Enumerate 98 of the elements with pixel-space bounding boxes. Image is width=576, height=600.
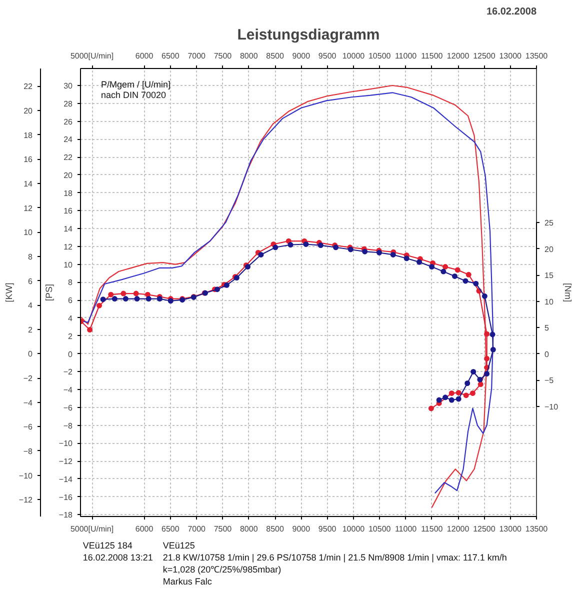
y-tick-label: 16 xyxy=(64,206,74,216)
x-tick-label: 7500 xyxy=(214,524,232,534)
y3-tick-label: 15 xyxy=(544,271,554,280)
y-tick-label: 12 xyxy=(64,242,74,252)
x-tick-label: 8500 xyxy=(266,524,284,534)
x2-tick-label: 9500 xyxy=(318,52,337,60)
y2-tick-label: 4 xyxy=(28,301,34,310)
y3-tick-label: 20 xyxy=(544,244,554,254)
x-tick-label: 7000 xyxy=(188,524,206,534)
x2-tick-label: 9000 xyxy=(292,52,311,60)
x2-tick-label: 6500 xyxy=(162,52,180,60)
y-tick-label: −12 xyxy=(58,457,74,466)
y2-tick-label: 20 xyxy=(24,106,34,116)
y2-tick-label: −10 xyxy=(18,471,34,480)
y2-tick-label: −8 xyxy=(23,446,34,456)
y3-tick-label: 0 xyxy=(544,350,550,359)
text: VEü125 184 xyxy=(82,540,132,550)
y2-tick-label: 22 xyxy=(24,82,34,92)
text: 21.8 KW/10758 1/min | 29.6 PS/10758 1/min | 21.5 Nm/8908 1/min | vmax: 117.1 km/h xyxy=(162,552,507,562)
y-tick-label: 6 xyxy=(68,296,74,306)
y2-tick-label: 6 xyxy=(28,276,34,286)
x2-tick-label: 10500 xyxy=(368,52,392,60)
y-tick-label: −4 xyxy=(63,386,74,395)
text: 16.02.2008 xyxy=(486,6,537,18)
y2-tick-label: 0 xyxy=(28,350,34,359)
y-tick-label: 26 xyxy=(64,117,74,126)
y-tick-label: 0 xyxy=(68,350,74,359)
text: Markus Falc xyxy=(162,576,212,586)
x-tick-label: 6000 xyxy=(135,524,154,534)
y2-tick-label: 10 xyxy=(24,228,34,238)
x-tick-label: 12500 xyxy=(473,524,496,534)
y-tick-label: −18 xyxy=(58,510,74,520)
annotation: nach DIN 70020 xyxy=(101,90,166,100)
y-tick-label: −16 xyxy=(58,492,74,502)
y-tick-label: 10 xyxy=(64,260,74,270)
x2-tick-label: 8500 xyxy=(266,52,284,60)
x-tick-label: 13000 xyxy=(499,524,522,534)
text: 16.02.2008 13:21 xyxy=(82,552,153,562)
x2-tick-label: 11000 xyxy=(394,52,418,60)
y-tick-label: −8 xyxy=(63,421,74,430)
x2-tick-label: 5000[U/min] xyxy=(70,52,114,60)
y-tick-label: 28 xyxy=(64,99,74,108)
y-tick-label: 4 xyxy=(68,314,74,323)
y3-tick-label: 10 xyxy=(544,297,554,306)
y2-tick-label: 2 xyxy=(28,325,34,334)
x-tick-label: 11000 xyxy=(394,524,418,534)
y-axis-title: [PS] xyxy=(44,284,54,302)
y3-axis-title: [Nm] xyxy=(563,283,574,302)
y2-axis-title: [KW] xyxy=(4,282,14,302)
x2-tick-label: 13500 xyxy=(525,52,548,60)
y3-tick-label: −10 xyxy=(544,402,559,412)
y2-tick-label: 18 xyxy=(24,130,34,140)
x2-tick-label: 12000 xyxy=(446,52,470,60)
x2-tick-label: 13000 xyxy=(499,52,522,60)
x2-tick-label: 7500 xyxy=(214,52,232,60)
y-tick-label: 2 xyxy=(68,332,74,341)
text: k=1,028 (20℃/25%/985mbar) xyxy=(162,564,282,574)
y-tick-label: −6 xyxy=(63,403,74,412)
y2-tick-label: 16 xyxy=(24,155,34,164)
y-tick-label: 22 xyxy=(64,153,74,162)
y2-tick-label: −2 xyxy=(23,374,34,384)
y3-tick-label: 5 xyxy=(544,324,550,333)
y3-tick-label: −5 xyxy=(544,376,554,386)
x-tick-label: 12000 xyxy=(446,524,470,534)
x-tick-label: 13500 xyxy=(525,524,548,534)
y-tick-label: −2 xyxy=(63,368,74,377)
y-tick-label: 30 xyxy=(64,81,74,90)
x2-tick-label: 10000 xyxy=(342,52,366,60)
x2-tick-label: 7000 xyxy=(188,52,206,60)
y2-tick-label: −6 xyxy=(23,422,34,432)
y2-tick-label: 14 xyxy=(24,180,34,189)
y2-tick-label: −12 xyxy=(18,496,34,505)
x-tick-label: 9000 xyxy=(292,524,311,534)
y-tick-label: 8 xyxy=(68,278,74,288)
x2-tick-label: 11500 xyxy=(421,52,444,60)
y-tick-label: 20 xyxy=(64,170,74,180)
x2-tick-label: 12500 xyxy=(473,52,496,60)
y3-tick-label: 25 xyxy=(544,218,554,228)
y2-tick-label: 8 xyxy=(28,252,34,262)
y2-tick-label: −4 xyxy=(23,398,34,408)
x-tick-label: 6500 xyxy=(162,524,180,534)
x2-tick-label: 6000 xyxy=(135,52,154,60)
x-tick-label: 9500 xyxy=(318,524,337,534)
x2-tick-label: 8000 xyxy=(240,52,258,60)
y-tick-label: −14 xyxy=(58,474,74,484)
y-tick-label: 18 xyxy=(64,188,74,198)
x-tick-label: 5000[U/min] xyxy=(70,524,114,534)
y2-tick-label: 12 xyxy=(24,204,34,213)
x-tick-label: 10000 xyxy=(342,524,366,534)
x-tick-label: 8000 xyxy=(240,524,258,534)
y-tick-label: 24 xyxy=(64,135,74,144)
x-tick-label: 10500 xyxy=(368,524,392,534)
y-tick-label: −10 xyxy=(58,439,74,448)
text: VEü125 xyxy=(162,540,195,550)
annotation: P/Mgem / [U/min] xyxy=(101,80,171,90)
y-tick-label: 14 xyxy=(64,224,74,234)
x-tick-label: 11500 xyxy=(421,524,444,534)
chart-title: Leistungsdiagramm xyxy=(237,26,380,44)
